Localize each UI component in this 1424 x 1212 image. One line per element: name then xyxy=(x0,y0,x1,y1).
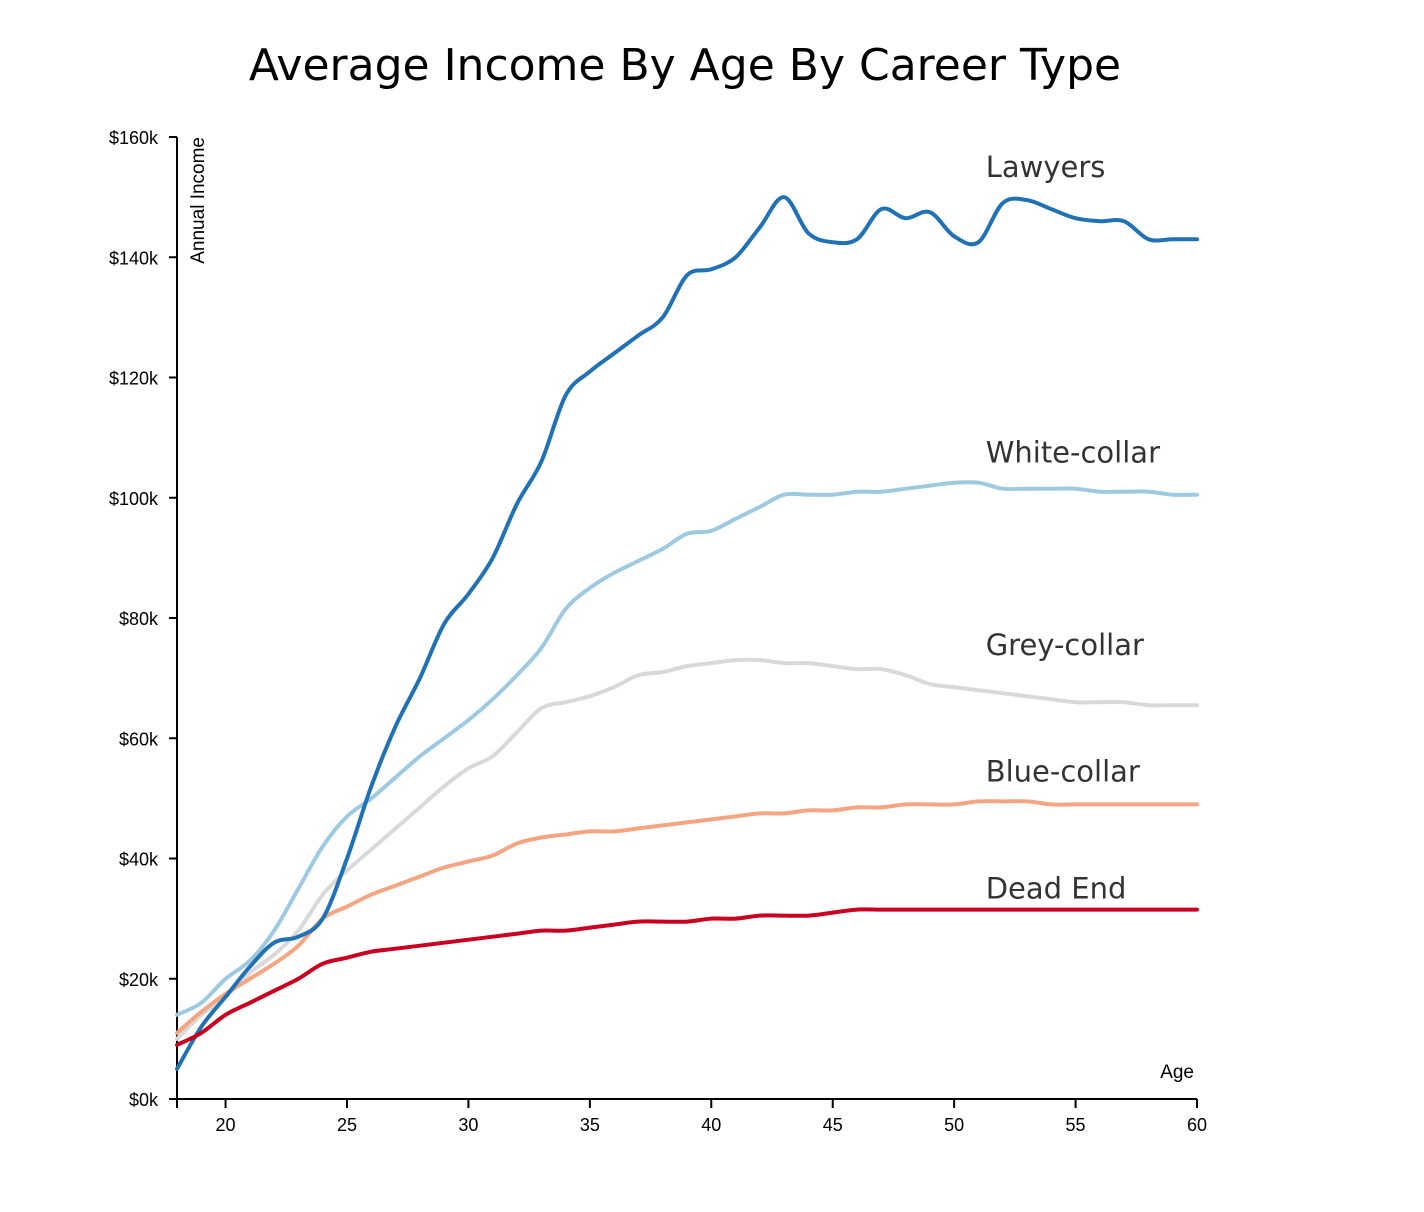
chart-title: Average Income By Age By Career Type xyxy=(248,40,1122,91)
y-tick-label: $120k xyxy=(109,369,159,389)
x-tick-label: 25 xyxy=(337,1115,357,1135)
series-line-grey-collar xyxy=(175,657,1199,1041)
x-tick-label: 55 xyxy=(1066,1115,1086,1135)
y-ticks: $0k $20k $40k $60k $80k $100k $120k $140k $160k xyxy=(109,128,177,1110)
x-tick-label: 30 xyxy=(458,1115,478,1135)
x-axis: 20 25 30 35 40 45 50 55 60 Age xyxy=(176,1062,1207,1135)
series-line-lawyers xyxy=(175,195,1199,1071)
y-tick-label: $0k xyxy=(129,1090,159,1110)
x-tick-label: 60 xyxy=(1187,1115,1207,1135)
x-tick-label: 50 xyxy=(944,1115,964,1135)
x-tick-label: 35 xyxy=(580,1115,600,1135)
series-label: Blue-collar xyxy=(986,754,1140,788)
series-label: Grey-collar xyxy=(986,628,1144,662)
series-label: Lawyers xyxy=(986,150,1106,184)
y-tick-label: $20k xyxy=(119,970,159,990)
y-axis-title: Annual Income xyxy=(188,137,209,264)
series-label: White-collar xyxy=(986,436,1160,470)
x-ticks: 20 25 30 35 40 45 50 55 60 xyxy=(176,1099,1207,1135)
series-line-dead-end xyxy=(175,907,1199,1047)
series-lines xyxy=(175,195,1199,1071)
y-tick-label: $80k xyxy=(119,609,159,629)
series-labels: Lawyers White-collar Grey-collar Blue-colla… xyxy=(986,150,1160,906)
y-tick-label: $40k xyxy=(119,850,159,870)
series-line-white-collar xyxy=(175,480,1199,1017)
series-label: Dead End xyxy=(986,872,1127,906)
y-axis: $0k$20k$40k$60k$80k$100k$120k$140k$160k … xyxy=(109,128,209,1110)
y-tick-label: $60k xyxy=(119,729,159,749)
x-tick-label: 45 xyxy=(823,1115,843,1135)
x-tick-label: 20 xyxy=(216,1115,236,1135)
x-axis-title: Age xyxy=(1160,1062,1194,1083)
y-tick-label: $140k xyxy=(109,248,159,268)
series-line-blue-collar xyxy=(175,799,1199,1035)
y-tick-label: $100k xyxy=(109,489,159,509)
y-tick-label: $160k xyxy=(109,128,159,148)
x-tick-label: 40 xyxy=(701,1115,721,1135)
